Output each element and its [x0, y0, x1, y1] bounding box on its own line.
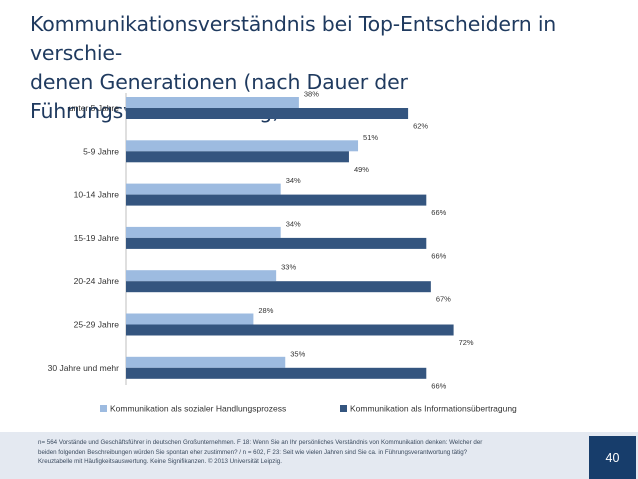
- data-label: 67%: [436, 295, 451, 304]
- data-label: 66%: [431, 381, 446, 390]
- bar-social: [126, 270, 277, 282]
- data-label: 72%: [459, 338, 474, 347]
- title-line-1: Kommunikationsverständnis bei Top-Entsch…: [30, 12, 557, 65]
- legend-swatch: [100, 405, 107, 412]
- data-label: 34%: [286, 176, 301, 185]
- bar-chart: unter 5 Jahre 38% 62% 5-9 Jahre 51% 49% 10-14 …: [48, 90, 517, 414]
- data-label: 49%: [354, 165, 369, 174]
- bar-info: [126, 367, 427, 379]
- category-label: 20-24 Jahre: [74, 276, 120, 286]
- data-label: 66%: [431, 251, 446, 260]
- footnote-line-1: n= 564 Vorstände und Geschäftsführer in …: [38, 439, 483, 446]
- data-label: 33%: [281, 263, 296, 272]
- data-label: 62%: [413, 122, 428, 131]
- footer-band: [0, 432, 638, 479]
- bar-social: [126, 183, 281, 195]
- category-label: 15-19 Jahre: [74, 233, 120, 243]
- bar-social: [126, 356, 286, 368]
- legend-label: Kommunikation als Informationsübertragun…: [350, 404, 517, 414]
- bar-info: [126, 237, 427, 249]
- footnote-line-3: Kreuztabelle mit Häufigkeitsauswertung. …: [38, 458, 282, 465]
- legend-swatch: [340, 405, 347, 412]
- data-label: 35%: [290, 349, 305, 358]
- category-label: unter 5 Jahre: [69, 103, 119, 113]
- data-label: 51%: [363, 133, 378, 142]
- category-label: 30 Jahre und mehr: [48, 363, 120, 373]
- bar-social: [126, 97, 299, 108]
- bar-social: [126, 313, 254, 325]
- category-label: 5-9 Jahre: [83, 146, 119, 156]
- data-label: 66%: [431, 208, 446, 217]
- category-label: 10-14 Jahre: [74, 190, 120, 200]
- data-label: 28%: [258, 306, 273, 315]
- bar-info: [126, 281, 431, 293]
- legend-label: Kommunikation als sozialer Handlungsproz…: [110, 404, 286, 414]
- bar-info: [126, 151, 349, 163]
- page-number: 40: [589, 436, 636, 479]
- footnote-line-2: beiden folgenden Beschreibungen würden S…: [38, 448, 468, 456]
- bar-info: [126, 108, 409, 119]
- footnote: n= 564 Vorstände und Geschäftsführer in …: [38, 438, 583, 467]
- data-label: 38%: [304, 90, 319, 99]
- bar-social: [126, 140, 359, 152]
- data-label: 34%: [286, 219, 301, 228]
- bar-info: [126, 194, 427, 206]
- bar-info: [126, 324, 454, 336]
- category-label: 25-29 Jahre: [74, 320, 120, 330]
- bar-social: [126, 226, 281, 238]
